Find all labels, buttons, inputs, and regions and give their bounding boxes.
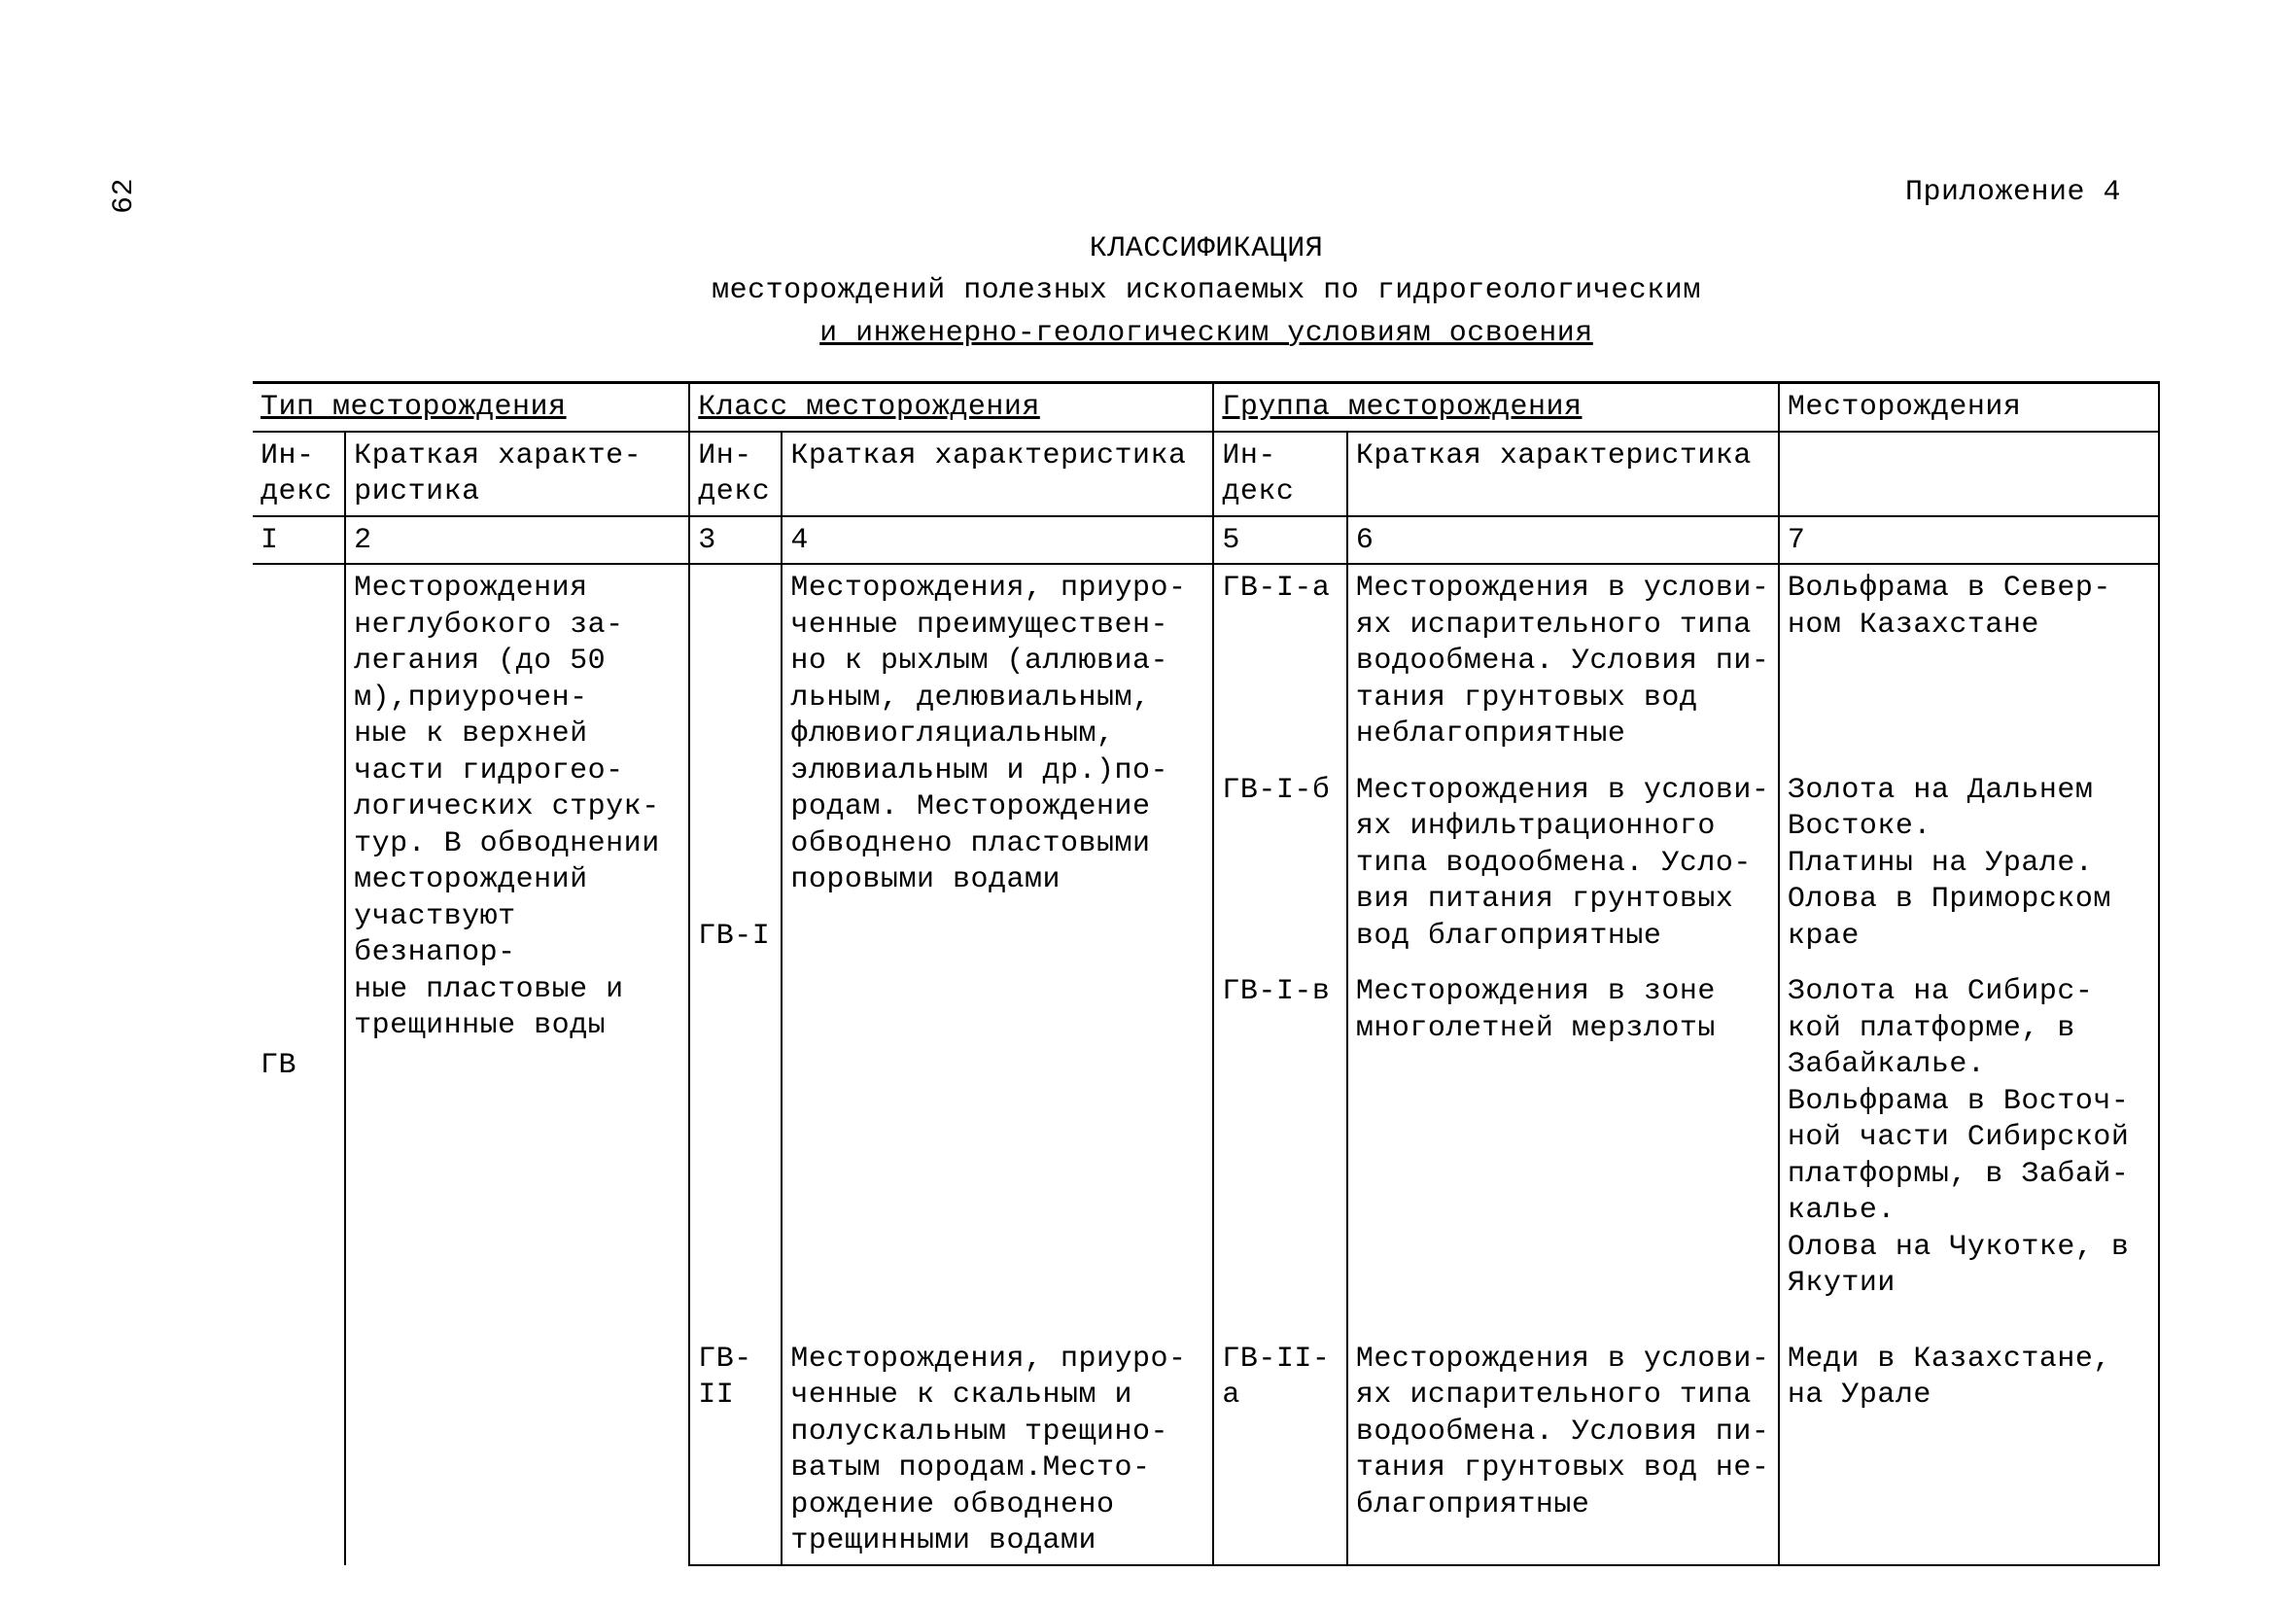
appendix-label: Приложение 4 — [253, 175, 2160, 212]
deposits-2a: Меди в Казахстане, на Урале — [1779, 1336, 2159, 1565]
deposits-b: Золота на Дальнем Востоке. Платины на Ур… — [1779, 757, 2159, 960]
coln-5: 5 — [1213, 516, 1346, 565]
coln-3: 3 — [689, 516, 782, 565]
group-text-b: Месторождения в услови- ях инфильтрацион… — [1347, 757, 1779, 960]
header-row-2: Ин- декс Краткая характе- ристика Ин- де… — [253, 432, 2159, 516]
group-index-c: ГВ-I-в — [1213, 959, 1346, 1307]
data-row-1a: ГВ Месторождения неглубокого за- легания… — [253, 564, 2159, 757]
type-text: Месторождения неглубокого за- легания (д… — [345, 564, 689, 1565]
group-text-a: Месторождения в услови- ях испарительног… — [1347, 564, 1779, 757]
hdr-klass: Класс месторождения — [698, 391, 1040, 424]
klass-index-1: ГВ-I — [689, 564, 782, 1307]
group-index-b: ГВ-I-б — [1213, 757, 1346, 960]
hdr-deposits: Месторождения — [1779, 383, 2159, 432]
hdr-index-2: Ин- декс — [689, 432, 782, 516]
klass-text-1: Месторождения, приуро- ченные преимущест… — [782, 564, 1213, 1307]
coln-7: 7 — [1779, 516, 2159, 565]
page-number: 62 — [107, 178, 144, 214]
coln-6: 6 — [1347, 516, 1779, 565]
group-index-a: ГВ-I-а — [1213, 564, 1346, 757]
coln-4: 4 — [782, 516, 1213, 565]
coln-2: 2 — [345, 516, 689, 565]
header-row-numbers: I 2 3 4 5 6 7 — [253, 516, 2159, 565]
hdr-brief-2: Краткая характеристика — [782, 432, 1213, 516]
group-index-2a: ГВ-II-а — [1213, 1336, 1346, 1565]
title: КЛАССИФИКАЦИЯ месторождений полезных иск… — [253, 231, 2160, 353]
hdr-group: Группа месторождения — [1222, 391, 1582, 424]
classification-table: Тип месторождения Класс месторождения Гр… — [253, 381, 2160, 1566]
deposits-a: Вольфрама в Север- ном Казахстане — [1779, 564, 2159, 757]
deposits-c: Золота на Сибирс- кой платформе, в Забай… — [1779, 959, 2159, 1307]
hdr-brief-1: Краткая характе- ристика — [345, 432, 689, 516]
title-line-2: месторождений полезных ископаемых по гид… — [253, 273, 2160, 310]
hdr-type: Тип месторождения — [261, 391, 567, 424]
header-row-1: Тип месторождения Класс месторождения Гр… — [253, 383, 2159, 432]
klass-index-2: ГВ-II — [689, 1336, 782, 1565]
group-text-2a: Месторождения в услови- ях испарительног… — [1347, 1336, 1779, 1565]
hdr-index-3: Ин- декс — [1213, 432, 1346, 516]
hdr-index-1: Ин- декс — [253, 432, 345, 516]
title-line-1: КЛАССИФИКАЦИЯ — [253, 231, 2160, 268]
klass-text-2: Месторождения, приуро- ченные к скальным… — [782, 1336, 1213, 1565]
type-index: ГВ — [253, 564, 345, 1565]
hdr-brief-3: Краткая характеристика — [1347, 432, 1779, 516]
coln-1: I — [253, 516, 345, 565]
group-text-c: Месторождения в зоне многолетней мерзлот… — [1347, 959, 1779, 1307]
title-line-3: и инженерно-геологическим условиям освое… — [253, 316, 2160, 353]
